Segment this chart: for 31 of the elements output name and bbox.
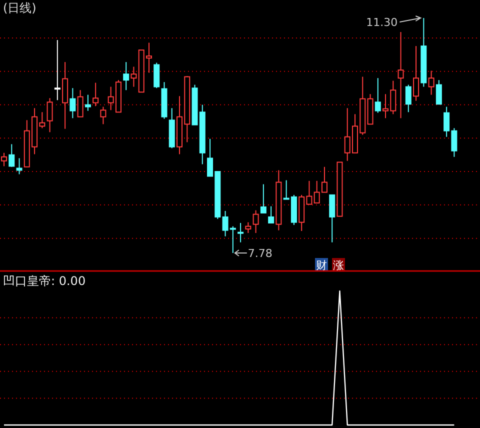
candlestick (16, 158, 22, 175)
candlestick (252, 210, 259, 234)
candlestick (238, 222, 244, 243)
candlestick (260, 184, 266, 214)
candlestick (8, 144, 15, 168)
candlestick (329, 194, 336, 243)
candlestick (77, 90, 84, 118)
candlestick (84, 94, 91, 112)
text: 涨 (333, 259, 344, 272)
chart-title: 凹口皇帝: 0.00 (3, 274, 86, 288)
candlestick (92, 82, 99, 107)
candlestick (398, 32, 404, 119)
annotation: 11.30 (366, 16, 398, 29)
candlestick (54, 40, 60, 101)
candlestick (100, 106, 106, 125)
candlestick (436, 80, 442, 105)
candlestick (1, 152, 8, 167)
annotation: 7.78 (248, 247, 272, 260)
candlestick (245, 222, 252, 234)
candlestick (405, 84, 412, 113)
candlestick (154, 62, 160, 89)
text: 财 (316, 259, 327, 272)
candlestick (268, 206, 274, 224)
candlestick (130, 66, 137, 88)
candlestick (123, 62, 130, 91)
candlestick (413, 46, 420, 102)
candlestick (428, 70, 434, 96)
candlestick (374, 78, 381, 114)
candlestick (70, 88, 76, 119)
candlestick (46, 98, 53, 133)
chart-title: (日线) (3, 1, 36, 15)
